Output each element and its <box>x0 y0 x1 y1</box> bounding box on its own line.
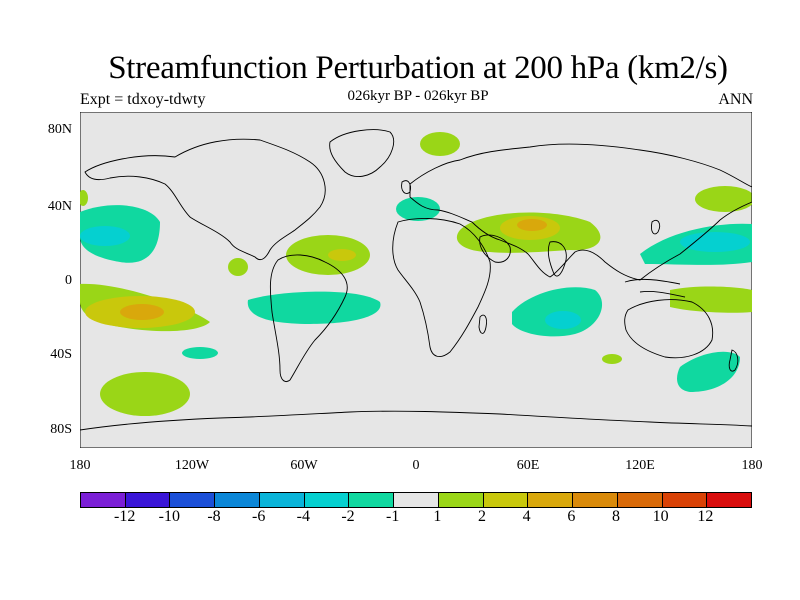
colorbar-swatch <box>707 493 752 507</box>
colorbar-label: 2 <box>478 508 486 525</box>
negative-anomaly-fields <box>80 197 752 392</box>
positive-anomaly-fields <box>78 132 755 416</box>
contour-wpacific-neg-core <box>680 232 750 252</box>
coast-arabia <box>479 234 511 263</box>
colorbar-label: -4 <box>296 508 310 525</box>
contour-ec-pacific-pos <box>228 258 248 276</box>
colorbar-swatch <box>125 493 171 507</box>
lon-tick-60w: 60W <box>290 458 318 473</box>
lat-tick-80n: 80N <box>47 122 72 137</box>
contour-spacific-neg <box>182 347 218 359</box>
coast-south-america <box>269 254 348 382</box>
coast-japan <box>651 219 661 235</box>
colorbar-swatch <box>304 493 350 507</box>
lon-tick-0: 0 <box>412 458 420 473</box>
coast-maritime-se-asia <box>624 278 686 298</box>
colorbar-swatch <box>394 493 439 507</box>
contour-spacific-pos-max <box>120 304 164 320</box>
contour-satlantic-neg <box>247 291 381 324</box>
lat-tick-0: 0 <box>65 273 72 288</box>
colorbar-label: -12 <box>113 508 136 525</box>
coast-north-america <box>84 138 326 261</box>
coast-greenland <box>329 129 394 178</box>
colorbar <box>80 492 752 508</box>
contour-indian-neg-core <box>545 311 581 329</box>
coast-india <box>547 241 567 277</box>
colorbar-swatch <box>573 493 618 507</box>
contour-indian-south-pos <box>602 354 622 364</box>
contour-atlantic-pos-core <box>328 249 356 261</box>
colorbar-swatch <box>528 493 574 507</box>
colorbar-swatch <box>349 493 395 507</box>
colorbar-swatch <box>215 493 260 507</box>
period-label: 026kyr BP - 026kyr BP <box>347 88 489 104</box>
colorbar-label: 8 <box>612 508 620 525</box>
contour-npacific-pos <box>695 186 755 212</box>
contour-swpacific-pos <box>670 286 752 313</box>
colorbar-label: 6 <box>567 508 576 525</box>
colorbar-label: -6 <box>251 508 266 525</box>
colorbar-swatch <box>483 493 529 507</box>
lon-tick-120w: 120W <box>174 458 210 473</box>
contour-asia-pos-max <box>517 219 547 231</box>
coast-uk <box>401 180 411 194</box>
lon-tick-60e: 60E <box>516 458 540 473</box>
contour-npacific-neg-core <box>80 226 130 246</box>
season-label: ANN <box>718 91 753 108</box>
colorbar-swatch <box>81 493 126 507</box>
coastlines <box>79 129 753 431</box>
lon-tick-180e: 180 <box>741 458 763 473</box>
colorbar-label: -1 <box>385 508 400 525</box>
plot-title: Streamfunction Perturbation at 200 hPa (… <box>108 50 728 86</box>
experiment-label: Expt = tdxoy-tdwty <box>80 91 206 108</box>
lon-tick-180w: 180 <box>69 458 91 473</box>
contour-tasman-neg <box>677 351 740 392</box>
map-panel <box>78 111 755 449</box>
colorbar-label: 12 <box>697 508 714 525</box>
colorbar-label: 4 <box>522 508 531 525</box>
coast-africa <box>392 218 491 358</box>
colorbar-swatch <box>259 493 305 507</box>
colorbar-swatch <box>438 493 484 507</box>
colorbar-label: 10 <box>652 508 669 525</box>
contour-dateline-pos <box>78 190 88 206</box>
colorbar-label: -10 <box>158 508 180 525</box>
contour-arctic-pos <box>420 132 460 156</box>
coast-australia <box>624 299 714 359</box>
contour-southern-pos <box>100 372 190 416</box>
lon-tick-120e: 120E <box>625 458 655 473</box>
colorbar-label: -2 <box>341 508 355 525</box>
lat-tick-80s: 80S <box>50 422 72 437</box>
coast-new-zealand <box>728 349 739 372</box>
contour-med-neg <box>396 197 440 221</box>
coast-madagascar <box>478 314 487 334</box>
colorbar-swatch <box>662 493 708 507</box>
colorbar-label: -8 <box>207 508 221 525</box>
lat-tick-40s: 40S <box>50 347 72 362</box>
colorbar-label: 1 <box>433 508 442 525</box>
colorbar-swatch <box>617 493 663 507</box>
map-svg <box>78 111 755 449</box>
coast-antarctica <box>79 410 753 431</box>
coast-eurasia <box>409 143 753 281</box>
lat-tick-40n: 40N <box>47 199 72 214</box>
colorbar-swatch <box>170 493 216 507</box>
